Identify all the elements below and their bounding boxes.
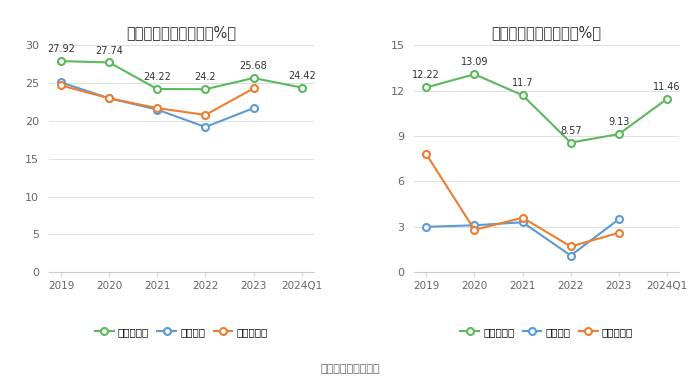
Text: 25.68: 25.68 [239, 61, 267, 71]
Text: 24.22: 24.22 [144, 72, 172, 82]
Legend: 公司毛利率, 行业均值, 行业中位数: 公司毛利率, 行业均值, 行业中位数 [91, 323, 272, 341]
Text: 11.46: 11.46 [653, 82, 680, 92]
Text: 11.7: 11.7 [512, 78, 533, 88]
Text: 12.22: 12.22 [412, 70, 440, 81]
Legend: 公司净利率, 行业均值, 行业中位数: 公司净利率, 行业均值, 行业中位数 [456, 323, 637, 341]
Title: 历年毛利率变化情况（%）: 历年毛利率变化情况（%） [127, 25, 237, 40]
Text: 24.2: 24.2 [195, 72, 216, 82]
Text: 24.42: 24.42 [288, 71, 316, 81]
Text: 27.92: 27.92 [47, 44, 75, 54]
Text: 数据来源：恒生聚源: 数据来源：恒生聚源 [320, 364, 380, 374]
Text: 13.09: 13.09 [461, 57, 488, 67]
Text: 27.74: 27.74 [95, 45, 123, 56]
Title: 历年净利率变化情况（%）: 历年净利率变化情况（%） [491, 25, 601, 40]
Text: 9.13: 9.13 [608, 117, 629, 127]
Text: 8.57: 8.57 [560, 125, 582, 136]
